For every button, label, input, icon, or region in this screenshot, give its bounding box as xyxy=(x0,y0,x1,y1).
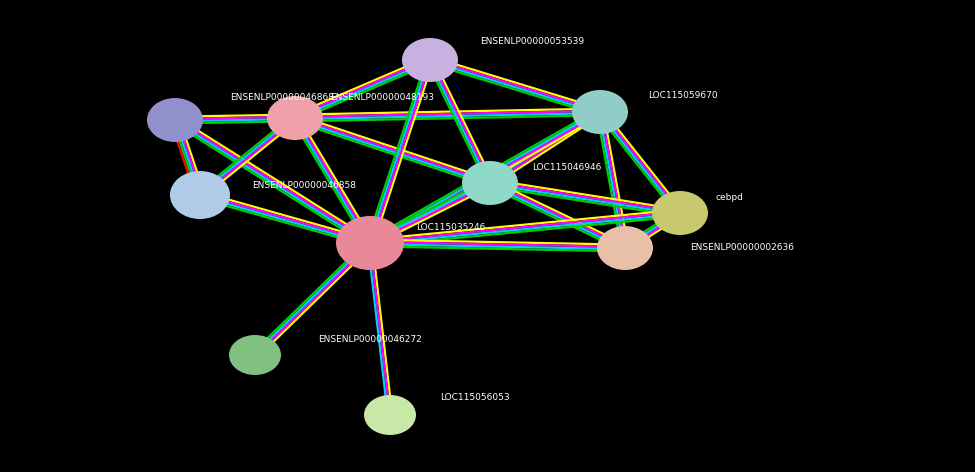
Ellipse shape xyxy=(462,161,518,205)
Ellipse shape xyxy=(402,38,458,82)
Text: ENSENLP00000046272: ENSENLP00000046272 xyxy=(318,336,422,345)
Ellipse shape xyxy=(597,226,653,270)
Ellipse shape xyxy=(652,191,708,235)
Text: ENSENLP00000046858: ENSENLP00000046858 xyxy=(252,180,356,189)
Text: cebpd: cebpd xyxy=(715,194,743,202)
Ellipse shape xyxy=(229,335,281,375)
Text: ENSENLP00000002636: ENSENLP00000002636 xyxy=(690,243,794,252)
Text: LOC115059670: LOC115059670 xyxy=(648,91,718,100)
Ellipse shape xyxy=(267,96,323,140)
Text: LOC115056053: LOC115056053 xyxy=(440,394,510,403)
Ellipse shape xyxy=(336,216,404,270)
Text: ENSENLP00000046868: ENSENLP00000046868 xyxy=(230,93,334,101)
Ellipse shape xyxy=(364,395,416,435)
Text: LOC115035246: LOC115035246 xyxy=(416,224,486,233)
Ellipse shape xyxy=(147,98,203,142)
Ellipse shape xyxy=(170,171,230,219)
Text: ENSENLP00000048193: ENSENLP00000048193 xyxy=(330,93,434,101)
Text: ENSENLP00000053539: ENSENLP00000053539 xyxy=(480,37,584,47)
Text: LOC115046946: LOC115046946 xyxy=(532,163,602,172)
Ellipse shape xyxy=(572,90,628,134)
